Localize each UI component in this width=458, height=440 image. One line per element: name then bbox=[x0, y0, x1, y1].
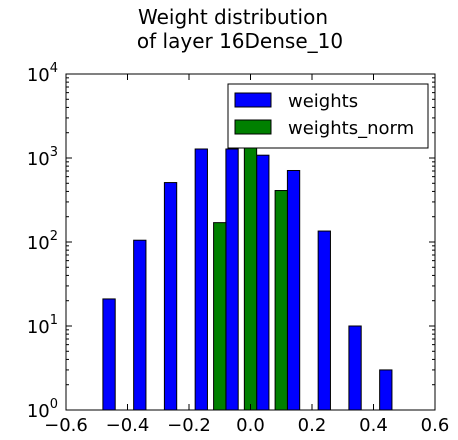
x-tick-label: 0.4 bbox=[359, 415, 388, 436]
bar-weights-2 bbox=[163, 182, 178, 411]
bar-weights-7 bbox=[317, 230, 331, 411]
bar-weights-4 bbox=[225, 148, 239, 411]
chart-title: Weight distribution of layer 16Dense_10 bbox=[137, 5, 343, 53]
y-tick-label: 103 bbox=[27, 145, 58, 170]
legend: weights weights_norm bbox=[227, 83, 429, 149]
bar-weights-0 bbox=[102, 298, 116, 411]
y-tick-label: 101 bbox=[27, 313, 58, 338]
x-tick-label: 0.0 bbox=[236, 415, 265, 436]
bar-weights_norm-1 bbox=[243, 146, 258, 411]
y-tick-label: 102 bbox=[27, 229, 58, 254]
bar-weights-9 bbox=[379, 369, 393, 411]
ticks-layer: −0.6 −0.4 −0.2 0.0 0.2 0.4 0.6 100 101 102 103 104 bbox=[27, 61, 450, 436]
x-tick-label: −0.4 bbox=[106, 415, 150, 436]
bar-weights-8 bbox=[348, 325, 362, 411]
x-tick-label: 0.6 bbox=[421, 415, 450, 436]
legend-swatch-weights bbox=[234, 92, 272, 108]
bar-weights-6 bbox=[286, 169, 301, 411]
x-tick-label: −0.2 bbox=[167, 415, 211, 436]
bar-weights-3 bbox=[194, 148, 208, 411]
bar-weights_norm-0 bbox=[213, 222, 227, 411]
y-tick-label: 100 bbox=[27, 397, 58, 422]
x-tick-label: 0.2 bbox=[298, 415, 327, 436]
chart-title-line-2: of layer 16Dense_10 bbox=[137, 29, 343, 53]
bar-weights_norm-2 bbox=[274, 190, 288, 411]
bar-weights-1 bbox=[133, 239, 147, 411]
bar-weights-5 bbox=[256, 154, 270, 411]
bars-layer bbox=[102, 146, 393, 411]
y-tick-label: 104 bbox=[27, 61, 58, 86]
x-tick-label: −0.6 bbox=[44, 415, 88, 436]
chart-title-line-1: Weight distribution bbox=[138, 5, 328, 29]
legend-label-weights_norm: weights_norm bbox=[288, 118, 414, 139]
legend-swatch-weights_norm bbox=[234, 119, 272, 135]
legend-label-weights: weights bbox=[288, 91, 358, 112]
